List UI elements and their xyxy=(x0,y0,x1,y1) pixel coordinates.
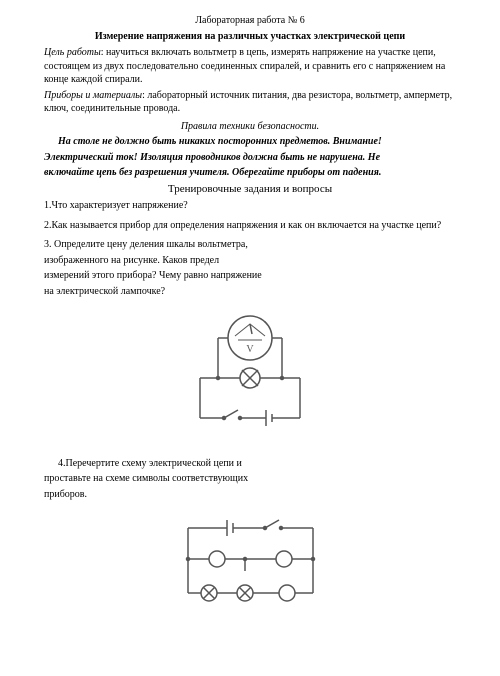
circuit-diagram-2 xyxy=(173,513,328,608)
diagram-1-container: V - + xyxy=(44,310,456,445)
question-1: 1.Что характеризует напряжение? xyxy=(44,199,456,213)
safety-line-1: На столе не должно быть никаких посторон… xyxy=(44,135,456,149)
safety-line-3: включайте цепь без разрешения учителя. О… xyxy=(44,166,456,180)
training-header: Тренировочные задания и вопросы xyxy=(44,182,456,197)
q4-line-1: 4.Перечертите схему электрической цепи и xyxy=(44,457,456,471)
circuit-diagram-1: V - + xyxy=(180,310,320,440)
goal-label: Цель работы xyxy=(44,47,101,58)
q4-line-3: приборов. xyxy=(44,488,456,502)
goal-para: Цель работы: научиться включать вольтмет… xyxy=(44,46,456,87)
q3-line-4: на электрической лампочке? xyxy=(44,285,456,299)
question-2: 2.Как называется прибор для определения … xyxy=(44,219,456,233)
question-3: 3. Определите цену деления шкалы вольтме… xyxy=(44,238,456,298)
diagram-2-container xyxy=(44,513,456,613)
lab-number: Лабораторная работа № 6 xyxy=(44,14,456,28)
svg-text:V: V xyxy=(246,344,254,355)
equipment-para: Приборы и материалы: лабораторный источн… xyxy=(44,89,456,116)
q3-line-3: измерений этого прибора? Чему равно напр… xyxy=(44,269,456,283)
goal-text: : научиться включать вольтметр в цепь, и… xyxy=(44,47,445,85)
safety-line-2: Электрический ток! Изоляция проводников … xyxy=(44,151,456,165)
equipment-label: Приборы и материалы xyxy=(44,90,142,101)
safety-header: Правила техники безопасности. xyxy=(44,120,456,134)
q3-line-1: 3. Определите цену деления шкалы вольтме… xyxy=(44,238,456,252)
q3-line-2: изображенного на рисунке. Каков предел xyxy=(44,254,456,268)
lab-title: Измерение напряжения на различных участк… xyxy=(44,30,456,44)
q4-line-2: проставьте на схеме символы соответствую… xyxy=(44,472,456,486)
question-4: 4.Перечертите схему электрической цепи и… xyxy=(44,457,456,502)
svg-text:-: - xyxy=(233,321,235,327)
